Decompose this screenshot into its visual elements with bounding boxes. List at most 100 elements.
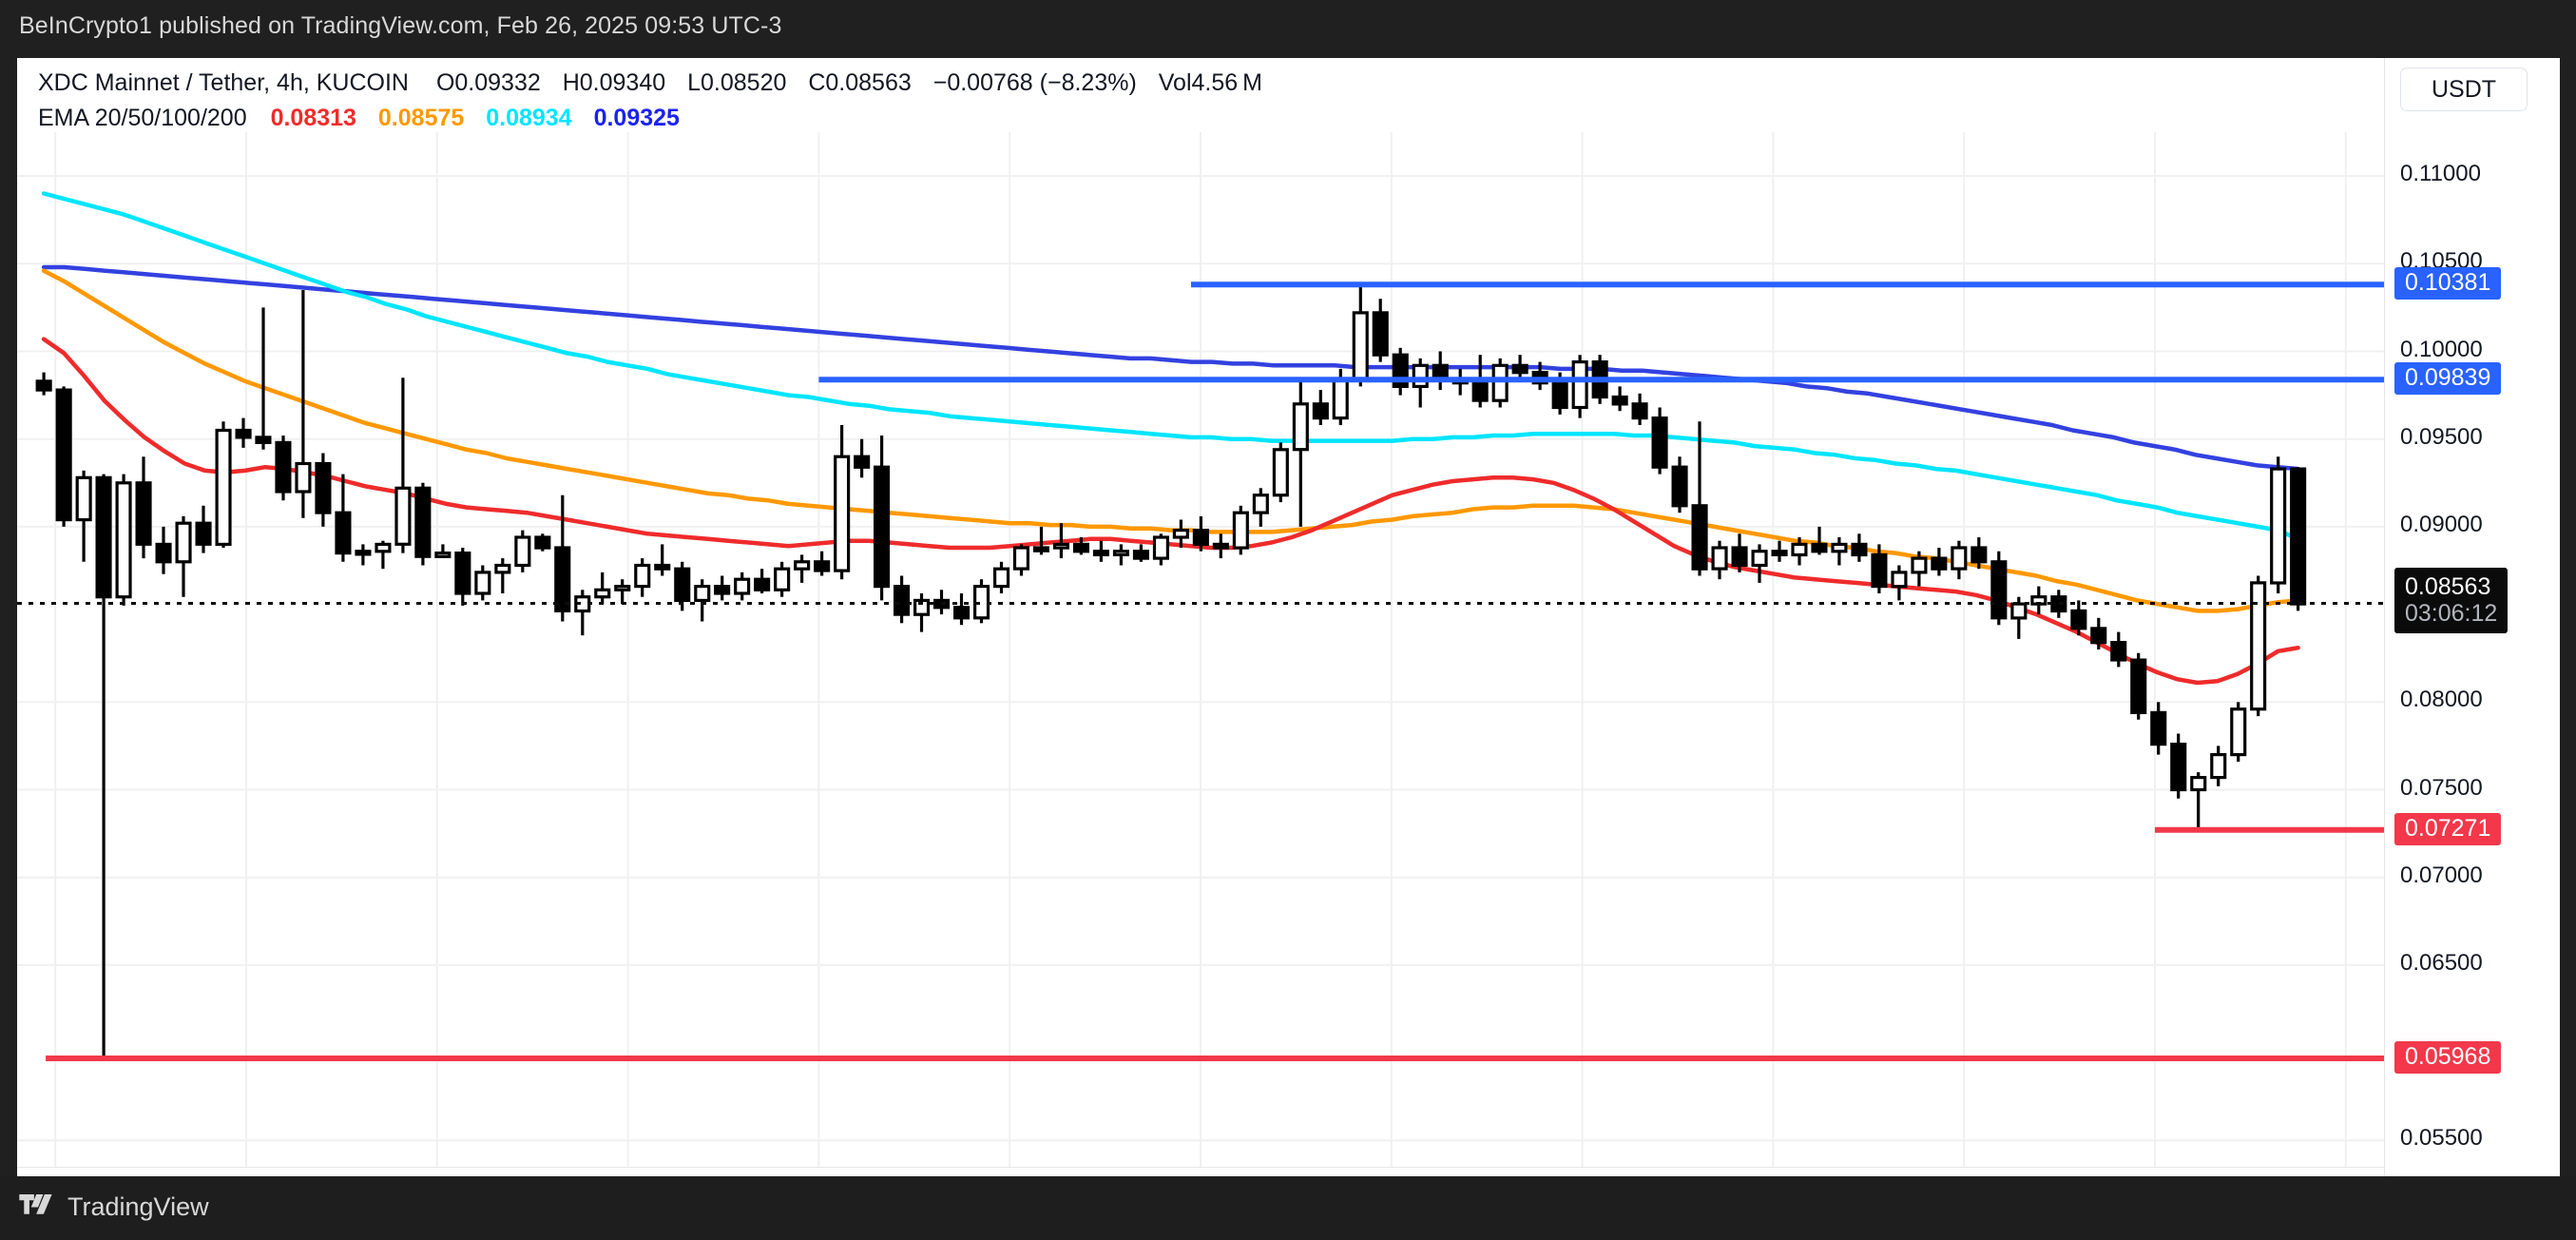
horizontal-levels [46, 281, 2384, 1061]
candle-bearish [1851, 542, 1868, 557]
candle-bearish [714, 585, 731, 595]
price-tick: 0.09000 [2400, 511, 2483, 537]
candle-bullish [1491, 363, 1509, 402]
candle-bullish [1891, 571, 1908, 589]
ema20-value: 0.08313 [270, 105, 356, 131]
candle-bullish [1012, 546, 1029, 571]
candle-bullish [992, 567, 1010, 589]
candle-bearish [155, 542, 172, 564]
candle-bearish [1771, 550, 1788, 557]
candle-bearish [854, 455, 871, 469]
candle-bullish [215, 428, 232, 547]
candle-bearish [952, 606, 971, 620]
price-level-badge[interactable]: 0.05968 [2394, 1041, 2502, 1075]
candle-bearish [1372, 311, 1389, 357]
currency-unit-badge[interactable]: USDT [2400, 68, 2528, 111]
candle-bullish [1791, 542, 1808, 557]
candle-bullish [1032, 546, 1049, 552]
price-tick: 0.08000 [2400, 687, 2483, 713]
ohlc-close: C0.08563 [808, 69, 912, 96]
candle-bullish [834, 455, 851, 572]
candle-bullish [2210, 752, 2227, 780]
candle-bullish [794, 560, 811, 571]
candle-bullish [2250, 581, 2267, 711]
candle-bullish [1232, 511, 1249, 550]
price-level-badge[interactable]: 0.07271 [2394, 812, 2502, 845]
candle-bullish [1152, 535, 1169, 560]
ema50-value: 0.08575 [377, 105, 465, 131]
price-tick: 0.11000 [2400, 161, 2481, 187]
candle-bullish [295, 461, 312, 494]
symbol-title[interactable]: XDC Mainnet / Tether, 4h, KUCOIN [38, 69, 409, 96]
ema100-line [41, 191, 2300, 542]
candle-bullish [1751, 550, 1768, 568]
candle-bullish [614, 585, 631, 591]
candle-bearish [335, 511, 352, 555]
candle-bearish [2170, 742, 2187, 792]
ema100-value: 0.08934 [486, 105, 572, 131]
candle-bullish [734, 577, 751, 595]
candle-bullish [115, 481, 132, 599]
candle-bullish [1352, 311, 1369, 381]
candle-bearish [674, 567, 691, 603]
price-tick: 0.09500 [2400, 423, 2483, 450]
candle-bullish [494, 563, 511, 574]
ema-legend: EMA 20/50/100/200 0.08313 0.08575 0.0893… [38, 105, 695, 132]
candle-bullish [1172, 529, 1189, 539]
candle-bullish [1272, 448, 1289, 497]
candle-bearish [554, 546, 571, 613]
candle-bullish [375, 542, 392, 553]
tradingview-logo-text: TradingView [67, 1192, 209, 1221]
candle-bearish [1931, 556, 1948, 571]
candle-bearish [1970, 546, 1988, 564]
candle-bullish [1412, 363, 1429, 389]
candle-bullish [1951, 546, 1968, 571]
candle-bullish [1292, 402, 1309, 452]
candle-bearish [1731, 546, 1748, 567]
candle-bearish [235, 428, 252, 439]
candle-bearish [195, 521, 212, 546]
candle-bullish [2230, 707, 2247, 757]
price-plot-area[interactable] [17, 132, 2384, 1167]
candle-bullish [474, 571, 491, 595]
ema-legend-label[interactable]: EMA 20/50/100/200 [38, 105, 247, 131]
candle-bearish [2070, 609, 2087, 630]
price-level-badge[interactable]: 0.10381 [2394, 267, 2502, 300]
candle-bullish [355, 550, 372, 556]
candle-bearish [2110, 640, 2127, 662]
candle-bullish [1711, 546, 1728, 571]
candle-bearish [1871, 552, 1888, 589]
candle-bearish [1990, 560, 2008, 620]
candle-bullish [774, 567, 791, 591]
candle-bearish [1092, 550, 1109, 557]
candle-bearish [1611, 395, 1628, 406]
ema20-line [41, 337, 2300, 686]
candle-bearish [654, 563, 671, 571]
candle-bullish [75, 475, 92, 522]
gridlines [17, 132, 2384, 1167]
candle-bullish [2010, 602, 2028, 620]
bar-countdown: 03:06:12 [2405, 599, 2498, 627]
ema200-value: 0.09325 [593, 105, 680, 131]
candle-bullish [2190, 775, 2207, 792]
candle-bearish [2090, 627, 2107, 645]
candle-bullish [634, 563, 651, 589]
price-tick: 0.06500 [2400, 949, 2483, 976]
candle-bullish [1052, 542, 1069, 550]
candle-bearish [95, 475, 112, 599]
price-level-badge[interactable]: 0.09839 [2394, 362, 2502, 396]
attribution-text: BeInCrypto1 published on TradingView.com… [19, 12, 782, 39]
candle-bearish [255, 436, 272, 444]
price-axis[interactable]: USDT 0.11000 0.10500 0.10000 0.09500 0.09000… [2384, 58, 2560, 1176]
candle-bullish [1252, 494, 1269, 514]
candle-bullish [434, 552, 452, 558]
candle-bearish [1072, 542, 1089, 553]
symbol-legend: XDC Mainnet / Tether, 4h, KUCOIN O0.0933… [38, 69, 1278, 97]
candle-bearish [1511, 363, 1528, 375]
candle-bearish [893, 585, 911, 616]
last-price-value: 0.08563 [2405, 572, 2491, 600]
candle-bearish [2290, 467, 2307, 606]
tradingview-logo[interactable]: TradingView [19, 1192, 209, 1222]
price-change: −0.00768 (−8.23%) [932, 69, 1137, 96]
last-price-badge[interactable]: 0.08563 03:06:12 [2394, 567, 2509, 633]
